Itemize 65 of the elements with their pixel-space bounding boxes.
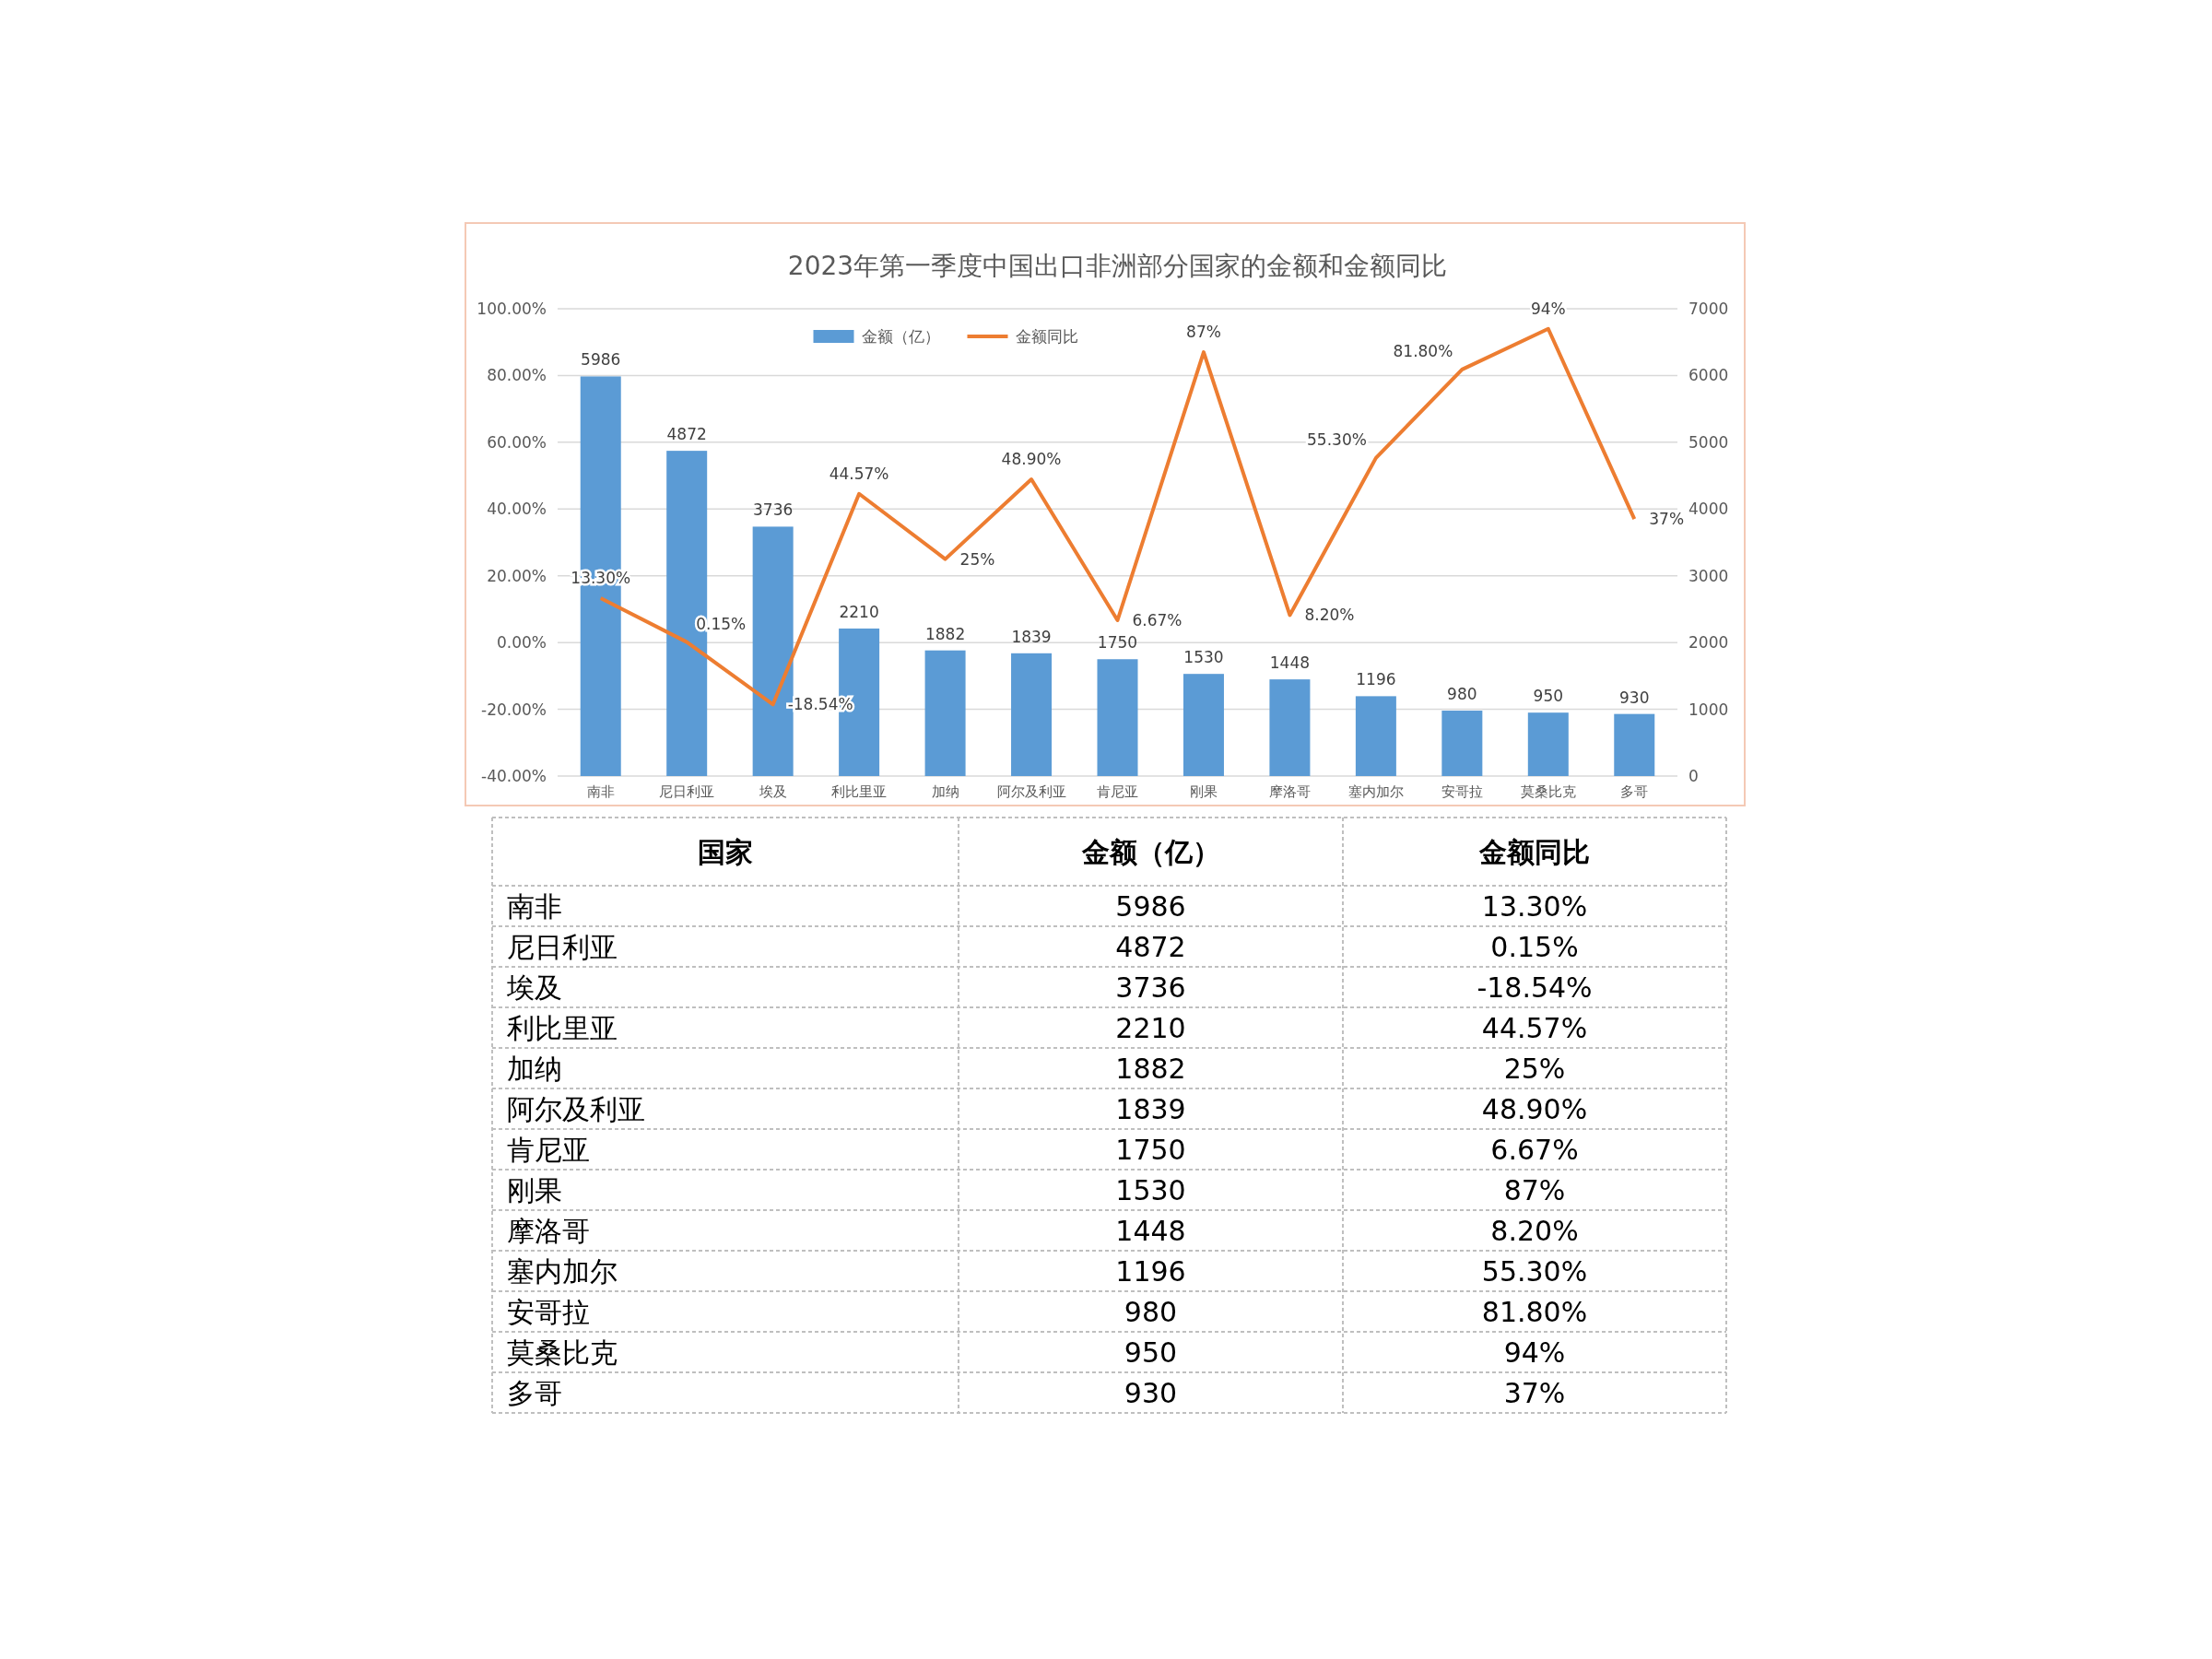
x-tick-label: 埃及 — [758, 783, 787, 800]
data-label: 1448 — [1269, 653, 1311, 673]
data-label: 1196 — [1356, 670, 1396, 689]
y-tick-label: 20.00% — [487, 566, 547, 585]
y2-tick-label: 5000 — [1688, 432, 1729, 452]
x-tick-label: 摩洛哥 — [1268, 783, 1311, 800]
y2-tick-label: 4000 — [1688, 500, 1729, 519]
bar — [1269, 679, 1311, 776]
y2-tick-label: 0 — [1688, 767, 1699, 785]
chart-title: 2023年第一季度中国出口非洲部分国家的金额和金额同比 — [787, 251, 1448, 281]
data-label: 930 — [1619, 688, 1650, 707]
legend-label: 金额（亿） — [861, 327, 940, 346]
y2-tick-label: 2000 — [1688, 633, 1729, 653]
data-label: 2210 — [839, 602, 879, 621]
data-label: 25% — [959, 549, 995, 569]
data-label: 81.80% — [1393, 341, 1453, 360]
x-tick-label: 刚果 — [1189, 783, 1218, 800]
bar — [1182, 674, 1224, 776]
y-tick-label: 40.00% — [487, 500, 547, 519]
x-tick-label: 肯尼亚 — [1097, 783, 1138, 800]
bar — [924, 650, 966, 776]
x-tick-label: 安哥拉 — [1441, 783, 1483, 800]
data-label: 87% — [1186, 323, 1221, 342]
value-table: 国家 金额（亿） 金额同比 南非 5986 13.30% 尼日利亚 4872 0.15% 埃及 3736 -18.54% 利比里亚 2210 44.57% 加纳 1882 25% 阿尔及利亚 1839 48.90% 肯尼亚 1750 6.67% 刚果 1530 87% 摩洛哥 1448 8.20% 塞内加尔 1196 55.30% 安哥拉 980 81.80% 莫桑比克 950 94% 多哥 930 37% — [491, 817, 1727, 1414]
data-label: 1882 — [924, 624, 966, 643]
y-tick-label: 60.00% — [487, 432, 547, 452]
y2-tick-label: 7000 — [1688, 300, 1729, 318]
x-tick-label: 莫桑比克 — [1520, 783, 1576, 800]
x-tick-label: 多哥 — [1620, 783, 1649, 800]
data-label: 94% — [1530, 299, 1566, 318]
bar — [1527, 712, 1569, 776]
data-label: 37% — [1649, 510, 1685, 529]
data-label: 55.30% — [1307, 429, 1367, 449]
y-tick-label: -40.00% — [481, 767, 547, 785]
x-tick-label: 加纳 — [931, 783, 959, 800]
data-label: 8.20% — [1304, 606, 1355, 625]
data-label: 1530 — [1183, 648, 1224, 667]
x-tick-label: 利比里亚 — [831, 783, 888, 800]
data-label: 950 — [1533, 687, 1564, 706]
y2-tick-label: 6000 — [1688, 366, 1729, 385]
y-tick-label: 80.00% — [487, 366, 547, 385]
y-tick-label: -20.00% — [481, 700, 547, 719]
data-label: 3736 — [753, 500, 794, 520]
data-label: 980 — [1447, 685, 1477, 704]
bar — [1011, 653, 1053, 776]
bar — [1355, 696, 1396, 776]
x-tick-label: 尼日利亚 — [659, 783, 715, 800]
data-label: 44.57% — [829, 464, 889, 483]
bar — [1614, 713, 1655, 776]
data-label: 1839 — [1011, 627, 1052, 646]
data-label: 1750 — [1097, 633, 1138, 653]
data-label: 4872 — [666, 425, 707, 444]
x-tick-label: 南非 — [586, 783, 615, 800]
x-tick-label: 阿尔及利亚 — [996, 783, 1066, 800]
legend-label: 金额同比 — [1015, 327, 1078, 346]
data-label: 5986 — [581, 350, 621, 370]
bar — [1441, 711, 1483, 776]
y-tick-label: 100.00% — [477, 300, 547, 318]
y-tick-label: 0.00% — [496, 633, 547, 653]
data-label: 48.90% — [1001, 450, 1062, 469]
y2-tick-label: 3000 — [1688, 566, 1729, 585]
x-tick-label: 塞内加尔 — [1347, 783, 1404, 800]
data-label: 6.67% — [1132, 610, 1182, 629]
y2-tick-label: 1000 — [1688, 700, 1729, 719]
bar — [1097, 659, 1138, 776]
